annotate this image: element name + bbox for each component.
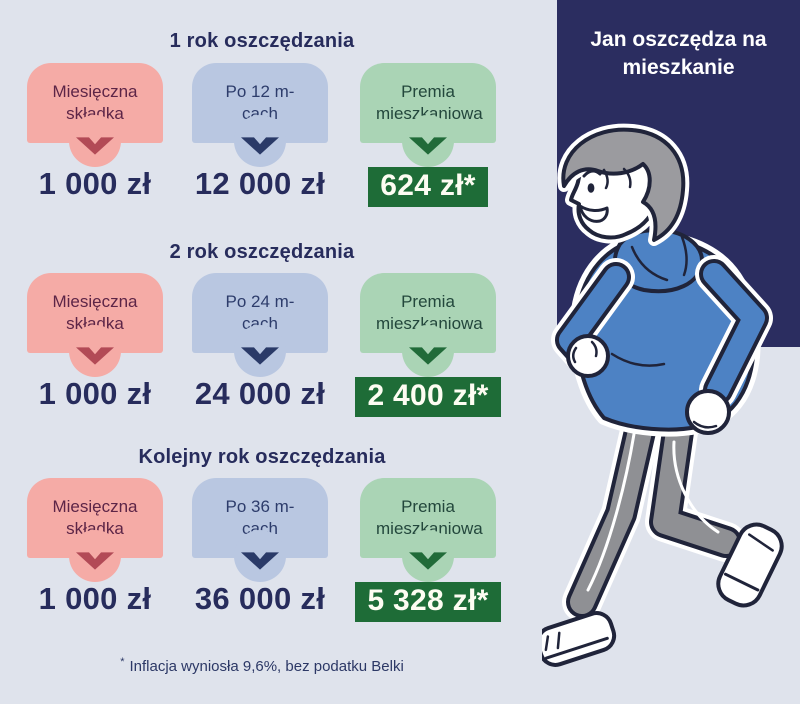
eye bbox=[587, 183, 595, 193]
amount-value: 36 000 zł bbox=[194, 581, 326, 616]
bubble-label: Po 36 m-cach bbox=[225, 496, 295, 538]
bubble-label: Premia mieszkaniowa bbox=[376, 291, 483, 333]
column-housing-bonus: Premia mieszkaniowa 624 zł* bbox=[348, 63, 508, 207]
amount-value: 24 000 zł bbox=[194, 376, 326, 411]
eyebrow bbox=[582, 169, 602, 178]
bubble-label: Miesięczna składka bbox=[52, 496, 138, 538]
arrow-down-icon bbox=[409, 552, 447, 570]
section-year-1: 1 rok oszczędzania Miesięczna składka 1 … bbox=[0, 30, 557, 210]
arrow-down-icon bbox=[76, 347, 114, 365]
footnote-marker: * bbox=[120, 656, 125, 668]
amount-value-badge: 2 400 zł* bbox=[348, 377, 508, 417]
bonus-badge: 624 zł* bbox=[368, 167, 488, 207]
column-monthly-payment: Miesięczna składka 1 000 zł bbox=[15, 273, 175, 411]
footnote: * Inflacja wyniosła 9,6%, bez podatku Bel… bbox=[0, 656, 524, 675]
back-shoe bbox=[716, 522, 784, 608]
arrow-down-icon bbox=[76, 137, 114, 155]
arrow-down-icon bbox=[409, 347, 447, 365]
column-total-saved: Po 36 m-cach 36 000 zł bbox=[180, 478, 340, 616]
label-bubble: Miesięczna składka bbox=[27, 63, 163, 155]
bonus-badge: 2 400 zł* bbox=[355, 377, 501, 417]
bubble-label: Premia mieszkaniowa bbox=[376, 496, 483, 538]
arrow-down-icon bbox=[241, 552, 279, 570]
bubble-label: Premia mieszkaniowa bbox=[376, 81, 483, 123]
label-bubble: Po 12 m-cach bbox=[192, 63, 328, 155]
amount-value: 1 000 zł bbox=[38, 166, 152, 201]
bubble-label: Miesięczna składka bbox=[52, 291, 138, 333]
label-bubble: Miesięczna składka bbox=[27, 478, 163, 570]
mouth bbox=[578, 204, 609, 223]
back-hand bbox=[685, 389, 731, 435]
label-bubble: Premia mieszkaniowa bbox=[360, 273, 496, 365]
column-total-saved: Po 24 m-cach 24 000 zł bbox=[180, 273, 340, 411]
section-title: 1 rok oszczędzania bbox=[169, 30, 355, 52]
footnote-text: Inflacja wyniosła 9,6%, bez podatku Belk… bbox=[129, 658, 404, 675]
arrow-down-icon bbox=[409, 137, 447, 155]
label-bubble: Po 36 m-cach bbox=[192, 478, 328, 570]
front-fist bbox=[566, 334, 610, 378]
section-title: Kolejny rok oszczędzania bbox=[138, 446, 386, 468]
arrow-down-icon bbox=[241, 347, 279, 365]
column-monthly-payment: Miesięczna składka 1 000 zł bbox=[15, 63, 175, 201]
column-housing-bonus: Premia mieszkaniowa 2 400 zł* bbox=[348, 273, 508, 417]
arrow-down-icon bbox=[241, 137, 279, 155]
section-title: 2 rok oszczędzania bbox=[169, 241, 355, 263]
section-year-2: 2 rok oszczędzania Miesięczna składka 1 … bbox=[0, 241, 557, 421]
page-title: Jan oszczędza na mieszkanie bbox=[590, 28, 767, 80]
bubble-label: Po 12 m-cach bbox=[225, 81, 295, 123]
amount-value: 1 000 zł bbox=[38, 581, 152, 616]
column-monthly-payment: Miesięczna składka 1 000 zł bbox=[15, 478, 175, 616]
bubble-label: Po 24 m-cach bbox=[225, 291, 295, 333]
amount-value-badge: 5 328 zł* bbox=[348, 582, 508, 622]
label-bubble: Miesięczna składka bbox=[27, 273, 163, 365]
column-housing-bonus: Premia mieszkaniowa 5 328 zł* bbox=[348, 478, 508, 622]
section-next-year: Kolejny rok oszczędzania Miesięczna skła… bbox=[0, 446, 557, 626]
label-bubble: Premia mieszkaniowa bbox=[360, 478, 496, 570]
amount-value-badge: 624 zł* bbox=[348, 167, 508, 207]
label-bubble: Premia mieszkaniowa bbox=[360, 63, 496, 155]
running-man-illustration bbox=[542, 123, 784, 667]
bonus-badge: 5 328 zł* bbox=[355, 582, 501, 622]
amount-value: 12 000 zł bbox=[194, 166, 326, 201]
front-shoe bbox=[542, 611, 617, 667]
bubble-label: Miesięczna składka bbox=[52, 81, 138, 123]
amount-value: 1 000 zł bbox=[38, 376, 152, 411]
label-bubble: Po 24 m-cach bbox=[192, 273, 328, 365]
arrow-down-icon bbox=[76, 552, 114, 570]
column-total-saved: Po 12 m-cach 12 000 zł bbox=[180, 63, 340, 201]
